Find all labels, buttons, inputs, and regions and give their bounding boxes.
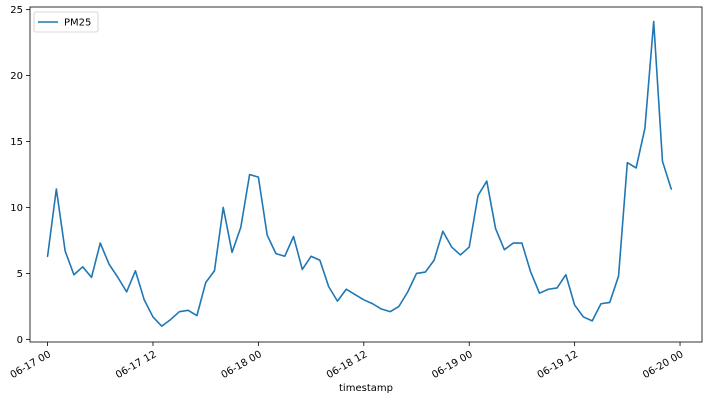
y-tick-label: 0	[17, 335, 23, 346]
y-tick-label: 5	[17, 269, 23, 280]
x-axis-title: timestamp	[339, 383, 393, 394]
y-tick-label: 15	[10, 137, 23, 148]
legend-box	[33, 11, 99, 33]
y-tick-label: 20	[10, 71, 23, 82]
plot-frame	[29, 6, 703, 343]
y-axis: 0 5 10 15 20 25	[10, 5, 30, 346]
plot-lines	[46, 20, 673, 327]
legend-label: PM25	[64, 18, 91, 29]
legend: PM25	[33, 11, 99, 33]
y-tick-label: 10	[10, 203, 23, 214]
series-line-pm25	[46, 20, 673, 327]
y-tick-label: 25	[10, 5, 23, 16]
